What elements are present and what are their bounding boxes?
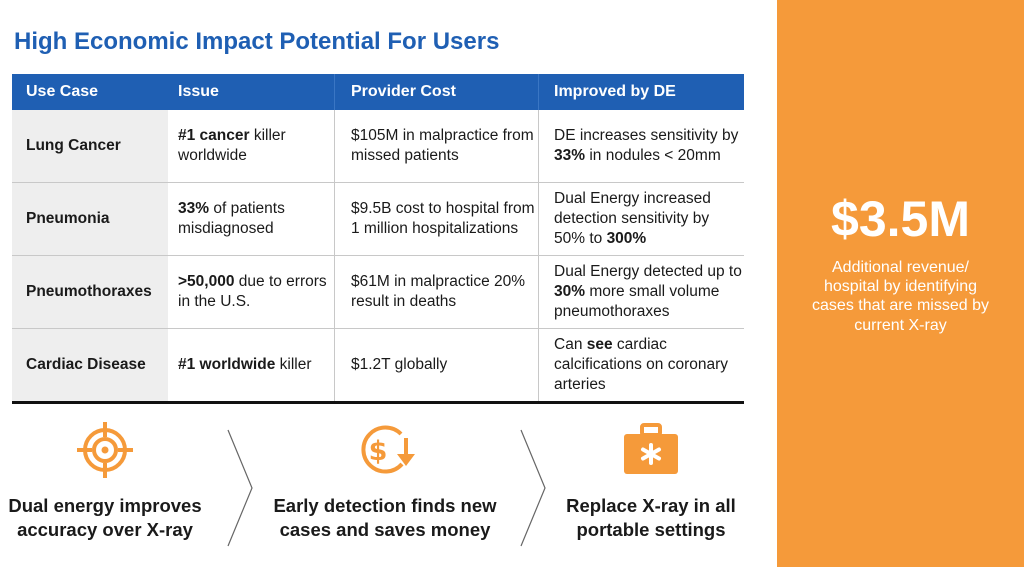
provider-cost-cell: $105M in malpractice from missed patient… [334,110,538,182]
feature-label: Early detection finds new cases and save… [273,495,497,541]
dollar-down-icon: $ [361,425,415,474]
provider-cost-cell: $1.2T globally [334,329,538,401]
issue-cell: >50,000 due to errors in the U.S. [178,273,327,310]
column-header: Issue [178,82,219,100]
feature-early-detection: $ Early detection finds new cases and sa… [270,420,500,543]
svg-text:$: $ [369,436,388,467]
feature-label: Replace X-ray in all portable settings [566,495,736,541]
column-header: Use Case [26,82,99,100]
column-header: Provider Cost [334,74,538,110]
issue-cell: 33% of patients misdiagnosed [178,200,285,237]
target-icon [77,422,133,478]
improved-by-de-cell: Dual Energy increased detection sensitiv… [538,183,744,255]
revenue-callout-panel: $3.5M Additional revenue/ hospital by id… [777,0,1024,567]
provider-cost-cell: $9.5B cost to hospital from 1 million ho… [334,183,538,255]
provider-cost-cell: $61M in malpractice 20% result in deaths [334,256,538,328]
use-case-cell: Pneumothoraxes [12,256,168,328]
feature-accuracy: Dual energy improves accuracy over X-ray [0,420,220,543]
improved-by-de-cell: DE increases sensitivity by 33% in nodul… [538,110,744,182]
table-header-row: Use Case Issue Provider Cost Improved by… [12,74,744,110]
chevron-right-icon [520,429,546,547]
issue-cell: #1 worldwide killer [178,356,312,374]
table-row: Lung Cancer #1 cancer killer worldwide $… [12,110,744,183]
column-header: Improved by DE [538,74,744,110]
chevron-right-icon [227,429,253,547]
use-case-cell: Lung Cancer [12,110,168,182]
medical-kit-icon [624,423,678,474]
table-row: Pneumothoraxes >50,000 due to errors in … [12,256,744,329]
revenue-value: $3.5M [831,191,970,247]
feature-portable: Replace X-ray in all portable settings [536,420,766,543]
issue-cell: #1 cancer killer worldwide [178,127,286,164]
use-case-table: Use Case Issue Provider Cost Improved by… [12,74,744,404]
improved-by-de-cell: Can see cardiac calcifications on corona… [538,329,744,401]
table-row: Cardiac Disease #1 worldwide killer $1.2… [12,329,744,404]
revenue-description: Additional revenue/ hospital by identify… [812,259,989,334]
use-case-cell: Pneumonia [12,183,168,255]
use-case-cell: Cardiac Disease [12,329,168,401]
page-title: High Economic Impact Potential For Users [14,28,500,55]
table-row: Pneumonia 33% of patients misdiagnosed $… [12,183,744,256]
feature-label: Dual energy improves accuracy over X-ray [8,495,202,541]
improved-by-de-cell: Dual Energy detected up to 30% more smal… [538,256,744,328]
